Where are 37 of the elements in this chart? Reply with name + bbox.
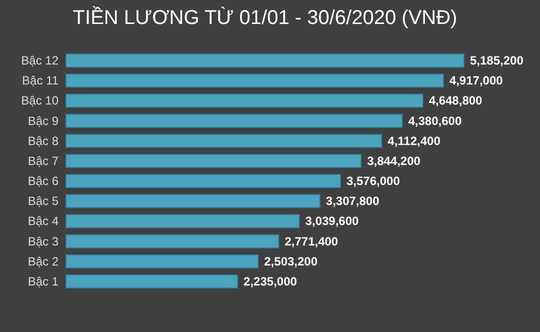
y-tick-label: Bậc 12 — [21, 54, 59, 68]
bar — [66, 234, 280, 248]
bar — [66, 54, 464, 68]
data-label: 4,917,000 — [449, 74, 504, 88]
data-label: 4,112,400 — [388, 134, 441, 148]
data-label: 5,185,200 — [470, 54, 524, 68]
bar — [66, 174, 341, 188]
y-tick-label: Bậc 8 — [28, 134, 59, 148]
data-label: 2,503,200 — [264, 254, 318, 268]
y-tick-label: Bậc 1 — [28, 274, 59, 288]
data-label: 2,771,400 — [284, 234, 338, 248]
y-tick-label: Bậc 6 — [28, 174, 59, 188]
data-label: 3,039,600 — [305, 214, 360, 228]
y-tick-label: Bậc 7 — [28, 154, 59, 168]
y-tick-label: Bậc 11 — [22, 74, 59, 88]
bar — [66, 74, 444, 88]
bar — [66, 154, 362, 168]
data-label: 2,235,000 — [244, 274, 298, 288]
bar — [66, 134, 382, 148]
bar — [66, 254, 259, 268]
bar — [66, 94, 424, 108]
data-label: 4,380,600 — [408, 114, 462, 128]
y-tick-label: Bậc 4 — [28, 214, 59, 228]
data-label: 3,844,200 — [367, 154, 421, 168]
bar — [66, 274, 238, 288]
y-tick-label: Bậc 10 — [21, 94, 59, 108]
bar — [66, 114, 403, 128]
chart-title: TIỀN LƯƠNG TỪ 01/01 - 30/6/2020 (VNĐ) — [72, 6, 458, 29]
y-tick-label: Bậc 2 — [28, 254, 59, 268]
bar — [66, 214, 300, 228]
data-label: 3,307,800 — [326, 194, 380, 208]
data-label: 3,576,000 — [346, 174, 400, 188]
y-tick-label: Bậc 9 — [28, 114, 59, 128]
data-label: 4,648,800 — [428, 94, 483, 108]
y-tick-label: Bậc 5 — [28, 194, 59, 208]
bar — [66, 194, 320, 208]
y-tick-label: Bậc 3 — [28, 234, 59, 248]
